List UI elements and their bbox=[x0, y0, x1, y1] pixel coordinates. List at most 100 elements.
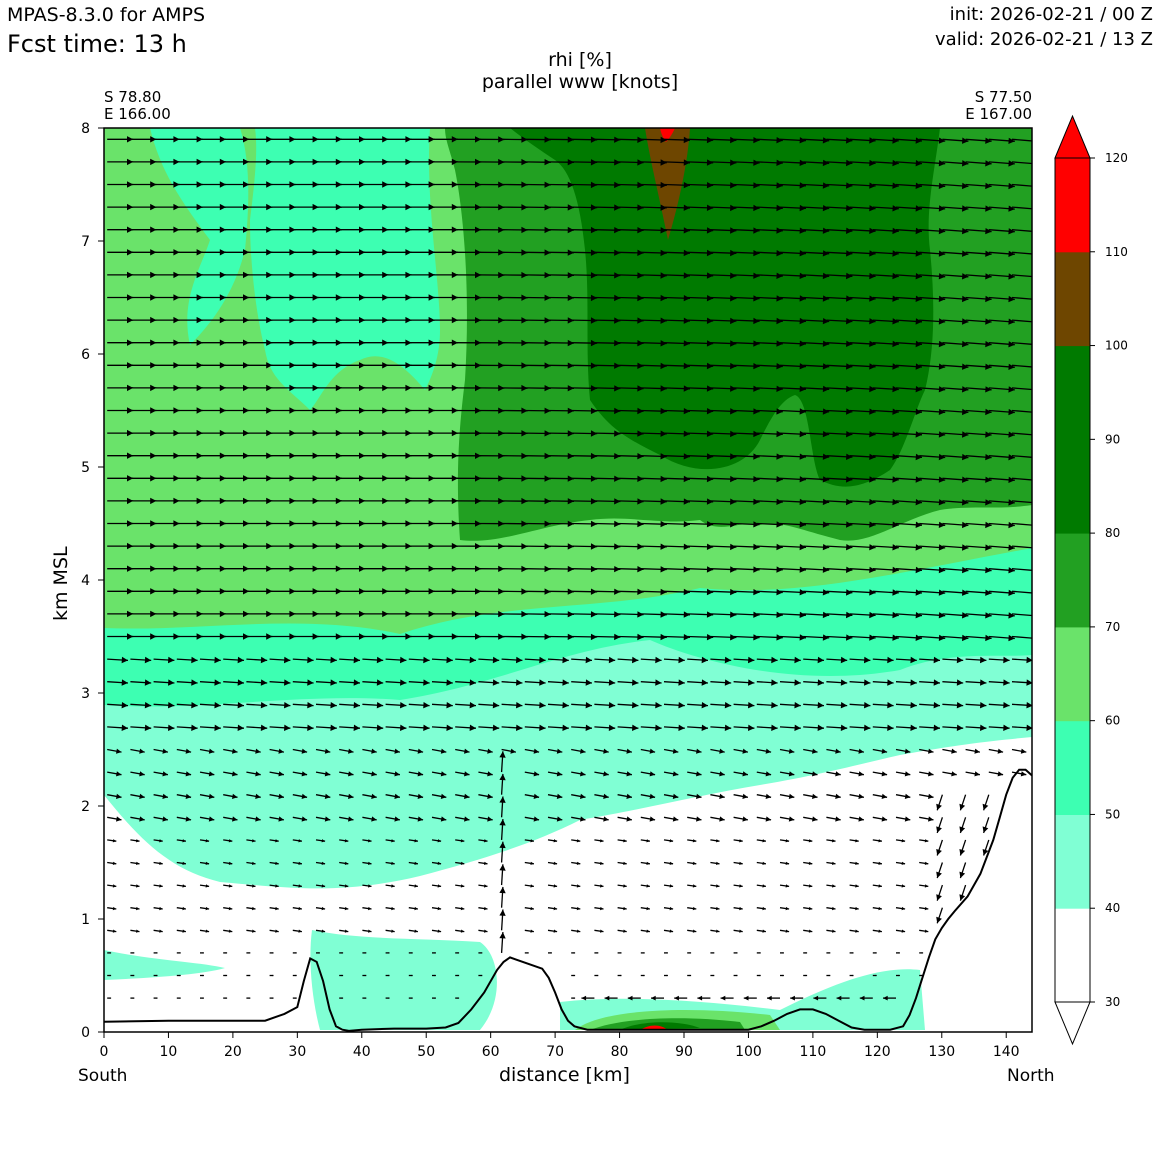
wind-arrow-783 bbox=[547, 543, 575, 550]
wind-arrow-192 bbox=[594, 884, 604, 888]
wind-arrow-539 bbox=[455, 679, 477, 686]
y-tick-label-7: 7 bbox=[81, 234, 90, 250]
wind-arrow-1413 bbox=[316, 181, 342, 188]
wind-arrow-247 bbox=[107, 839, 117, 843]
wind-arrow-1378 bbox=[432, 203, 458, 211]
wind-arrow-80 bbox=[524, 952, 529, 954]
wind-arrow-1065 bbox=[594, 385, 621, 392]
wind-arrow-1098 bbox=[432, 362, 458, 369]
wind-arrow-511 bbox=[733, 702, 755, 709]
wind-arrow-1025 bbox=[594, 407, 621, 415]
wind-arrow-1400 bbox=[942, 205, 969, 212]
wind-arrow-616 bbox=[385, 633, 412, 640]
wind-arrow-382 bbox=[524, 771, 540, 777]
wind-arrow-335 bbox=[339, 793, 354, 799]
wind-arrow-1072 bbox=[756, 385, 783, 392]
wind-arrow-956 bbox=[849, 453, 876, 460]
wind-arrow-1318 bbox=[895, 250, 923, 257]
wind-arrow-913 bbox=[779, 476, 807, 483]
wind-arrow-1085 bbox=[130, 362, 157, 369]
wind-arrow-88 bbox=[710, 952, 715, 954]
wind-arrow-1122 bbox=[988, 363, 1015, 370]
wind-arrow-223 bbox=[431, 861, 442, 865]
wind-arrow-329 bbox=[199, 793, 215, 799]
wind-arrow-958 bbox=[895, 453, 923, 461]
wind-arrow-836 bbox=[849, 521, 876, 528]
wind-arrow-1340 bbox=[478, 226, 505, 233]
wind-arrow-1050 bbox=[246, 384, 273, 392]
wind-arrow-444 bbox=[107, 724, 129, 731]
wind-arrow-800 bbox=[942, 544, 969, 551]
wind-arrow-1179 bbox=[455, 317, 482, 324]
wind-arrow-962 bbox=[988, 454, 1015, 461]
wind-arrow-946 bbox=[617, 453, 644, 460]
wind-arrow-466 bbox=[617, 724, 639, 731]
wind-arrow-722 bbox=[988, 589, 1015, 596]
wind-arrow-524 bbox=[107, 679, 129, 686]
wind-arrow-367 bbox=[176, 771, 192, 777]
wind-arrow-1297 bbox=[408, 249, 435, 256]
wind-arrow-59 bbox=[872, 974, 877, 977]
wind-arrow-934 bbox=[339, 452, 366, 459]
wind-arrow-392 bbox=[756, 771, 772, 777]
wind-arrow-82 bbox=[571, 952, 576, 954]
y-tick-label-3: 3 bbox=[81, 686, 90, 702]
wind-arrow-195 bbox=[663, 884, 674, 888]
wind-arrow-260 bbox=[408, 839, 418, 843]
wind-arrow-1251 bbox=[269, 271, 296, 279]
wind-arrow-424 bbox=[571, 748, 586, 754]
wind-arrow-211 bbox=[153, 861, 163, 865]
colorbar-label-50: 50 bbox=[1105, 807, 1120, 821]
wind-arrow-1044 bbox=[107, 384, 134, 392]
wind-arrow-814 bbox=[339, 520, 366, 527]
wind-arrow-685 bbox=[130, 588, 157, 595]
wind-arrow-1089 bbox=[223, 362, 250, 369]
wind-arrow-162 bbox=[756, 906, 766, 911]
wind-arrow-1016 bbox=[385, 407, 412, 414]
wind-arrow-832 bbox=[756, 521, 783, 528]
wind-arrow-398 bbox=[895, 771, 911, 777]
wind-arrow-436 bbox=[849, 748, 865, 754]
wind-arrow-589 bbox=[687, 656, 709, 664]
wind-arrow-549 bbox=[687, 679, 709, 686]
wind-arrow-428 bbox=[663, 748, 679, 754]
wind-arrow-1013 bbox=[316, 407, 342, 414]
wind-arrow-515 bbox=[826, 702, 848, 709]
wind-arrow-86 bbox=[664, 952, 668, 954]
wind-arrow-287 bbox=[130, 816, 145, 822]
wind-arrow-668 bbox=[663, 611, 691, 618]
wind-arrow-1058 bbox=[432, 384, 458, 392]
wind-arrow-1096 bbox=[385, 362, 412, 369]
wind-arrow-688 bbox=[200, 588, 226, 595]
wind-arrow-205 bbox=[895, 884, 906, 888]
wind-arrow-890 bbox=[246, 475, 273, 482]
wind-arrow-128 bbox=[803, 929, 813, 933]
wind-arrow-334 bbox=[315, 793, 331, 799]
x-tick-label-11: 110 bbox=[800, 1044, 827, 1060]
wind-arrow-1132 bbox=[292, 339, 319, 346]
wind-arrow-395 bbox=[826, 771, 841, 777]
wind-arrow-1274 bbox=[803, 272, 830, 280]
wind-arrow-1247 bbox=[176, 271, 203, 279]
wind-arrow-332 bbox=[269, 793, 285, 799]
wind-arrow-1410 bbox=[246, 181, 273, 188]
wind-arrow-1081 bbox=[965, 386, 992, 393]
wind-arrow-1321 bbox=[965, 250, 992, 257]
wind-arrow-96 bbox=[896, 952, 900, 954]
wind-arrow-489 bbox=[223, 702, 245, 709]
wind-arrow-578 bbox=[431, 656, 453, 664]
wind-arrow-547 bbox=[640, 679, 662, 686]
wind-arrow-207 bbox=[936, 884, 944, 901]
wind-arrow-1485 bbox=[130, 136, 157, 143]
wind-arrow-384 bbox=[571, 771, 586, 777]
wind-arrow-874 bbox=[803, 498, 830, 506]
wind-arrow-1450 bbox=[246, 158, 273, 166]
wind-arrow-1369 bbox=[223, 203, 250, 211]
wind-arrow-687 bbox=[176, 588, 203, 595]
wind-arrow-1422 bbox=[524, 181, 551, 188]
wind-arrow-1053 bbox=[316, 384, 342, 392]
wind-arrow-1054 bbox=[339, 384, 366, 392]
wind-arrow-662 bbox=[524, 611, 551, 618]
wind-arrow-824 bbox=[571, 520, 598, 528]
